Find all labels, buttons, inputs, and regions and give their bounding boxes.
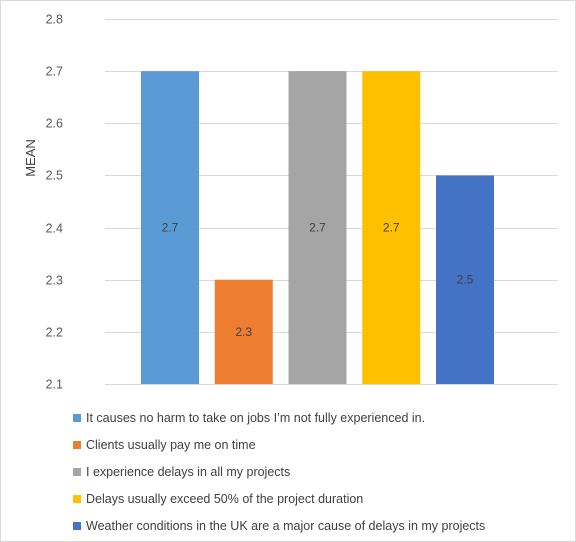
legend-label: Delays usually exceed 50% of the project…	[86, 491, 364, 506]
bar-5	[436, 175, 494, 384]
y-tick-label: 2.1	[46, 378, 63, 392]
data-label-1: 2.7	[162, 221, 179, 235]
legend-item: I experience delays in all my projects	[73, 458, 485, 485]
bar-2	[214, 279, 273, 384]
legend-item: Weather conditions in the UK are a major…	[73, 512, 485, 539]
bar-1	[141, 71, 199, 385]
data-label-2: 2.3	[235, 325, 252, 339]
bars	[141, 71, 494, 385]
legend-label: Clients usually pay me on time	[86, 437, 256, 452]
y-tick-label: 2.8	[46, 13, 63, 27]
bar-4	[362, 71, 421, 385]
legend-swatch	[73, 413, 81, 422]
legend-item: Clients usually pay me on time	[73, 431, 485, 458]
legend-swatch	[73, 467, 81, 476]
legend-item: Delays usually exceed 50% of the project…	[73, 485, 485, 512]
y-axis-label: MEAN	[23, 139, 38, 177]
y-tick-label: 2.5	[46, 169, 63, 183]
legend-swatch	[73, 494, 81, 503]
y-tick-label: 2.6	[46, 117, 63, 131]
y-tick-label: 2.2	[46, 326, 63, 340]
data-label-5: 2.5	[457, 273, 474, 287]
y-tick-label: 2.4	[46, 222, 63, 236]
bar-chart: 2.12.22.32.42.52.62.72.8 MEAN 2.72.32.7 2…	[23, 13, 558, 392]
y-tick-label: 2.3	[46, 274, 63, 288]
legend-item: It causes no harm to take on jobs I’m no…	[73, 404, 485, 431]
y-axis-ticks: 2.1 2.2 2.3 2.4 2.5 2.6 2.7 2.8	[46, 13, 63, 392]
legend: It causes no harm to take on jobs I’m no…	[73, 404, 485, 539]
legend-swatch	[73, 440, 81, 449]
legend-label: Weather conditions in the UK are a major…	[86, 518, 486, 533]
bar-3	[288, 71, 347, 385]
y-tick-label: 2.7	[46, 65, 63, 79]
legend-label: I experience delays in all my projects	[86, 464, 291, 479]
data-labels: 2.7 2.3 2.7 2.7 2.5	[162, 221, 474, 339]
data-label-4: 2.7	[383, 221, 400, 235]
data-label-3: 2.7	[309, 221, 326, 235]
legend-swatch	[73, 521, 81, 530]
legend-label: It causes no harm to take on jobs I’m no…	[86, 410, 426, 425]
